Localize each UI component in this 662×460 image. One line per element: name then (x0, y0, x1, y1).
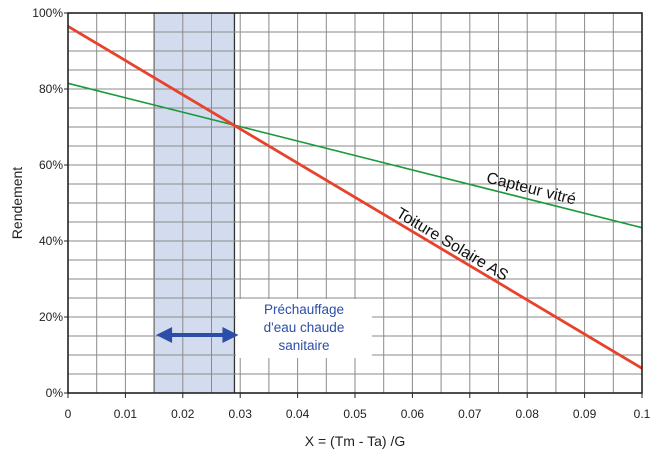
x-tick-label: 0.02 (171, 407, 195, 421)
y-tick-label: 0% (46, 386, 64, 400)
x-axis-title: X = (Tm - Ta) /G (305, 433, 405, 449)
series-label-toiture-solaire: Toiture Solaire AS (393, 205, 511, 285)
axis-layer: 0 0.01 0.02 0.03 0.04 0.05 0.06 0.07 0.08 0.09 0.1… (9, 6, 651, 449)
y-tick-label: 60% (39, 158, 63, 172)
x-tick-label: 0.01 (114, 407, 138, 421)
band-arrow-head-left (156, 327, 173, 343)
x-tick-label: 0.06 (401, 407, 425, 421)
y-tick-label: 80% (39, 82, 63, 96)
y-tick-label: 20% (39, 310, 63, 324)
band-arrow-head-right (222, 327, 239, 343)
x-tick-label: 0.05 (343, 407, 367, 421)
x-tick-label: 0.09 (573, 407, 597, 421)
band-label-line: Préchauffage (264, 302, 344, 317)
y-tick-label: 100% (32, 6, 63, 20)
band-label-line: sanitaire (278, 338, 329, 353)
series-line-capteur-vitre (67, 82, 643, 229)
x-tick-label: 0.08 (516, 407, 540, 421)
y-tick-label: 40% (39, 234, 63, 248)
x-tick-label: 0.03 (229, 407, 253, 421)
band-label-box (236, 299, 372, 358)
x-tick-label: 0.07 (458, 407, 482, 421)
x-tick-label: 0 (65, 407, 72, 421)
y-axis-title: Rendement (9, 167, 25, 239)
band-label-line: d'eau chaude (264, 320, 345, 335)
x-tick-label: 0.1 (634, 407, 651, 421)
x-tick-label: 0.04 (286, 407, 310, 421)
series-line-toiture-solaire (67, 25, 643, 370)
series-layer (67, 25, 643, 370)
